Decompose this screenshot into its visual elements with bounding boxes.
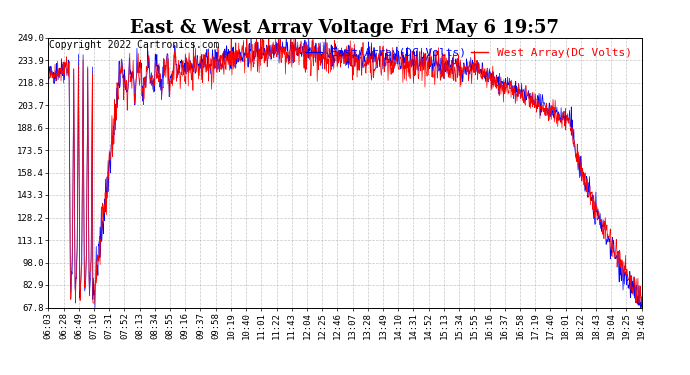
Line: East Array(DC Volts): East Array(DC Volts) bbox=[48, 34, 642, 308]
East Array(DC Volts) bbox=[629, 284, 638, 289]
Line: West Array(DC Volts): West Array(DC Volts) bbox=[48, 37, 642, 303]
East Array(DC Volts) bbox=[356, 53, 364, 58]
West Array(DC Volts) bbox=[250, 60, 258, 64]
East Array(DC Volts) bbox=[44, 69, 52, 73]
West Array(DC Volts) bbox=[71, 301, 79, 305]
Legend: East Array(DC Volts), West Array(DC Volts): East Array(DC Volts), West Array(DC Volt… bbox=[301, 43, 636, 62]
West Array(DC Volts) bbox=[319, 57, 327, 62]
East Array(DC Volts) bbox=[250, 54, 258, 59]
West Array(DC Volts) bbox=[638, 295, 646, 300]
East Array(DC Volts) bbox=[638, 305, 646, 310]
West Array(DC Volts) bbox=[526, 106, 535, 111]
West Array(DC Volts) bbox=[227, 34, 235, 39]
East Array(DC Volts) bbox=[188, 68, 197, 72]
Title: East & West Array Voltage Fri May 6 19:57: East & West Array Voltage Fri May 6 19:5… bbox=[130, 20, 560, 38]
East Array(DC Volts) bbox=[247, 32, 255, 37]
West Array(DC Volts) bbox=[44, 72, 52, 77]
East Array(DC Volts) bbox=[526, 102, 535, 106]
West Array(DC Volts) bbox=[356, 56, 364, 61]
West Array(DC Volts) bbox=[188, 66, 197, 70]
Text: Copyright 2022 Cartronics.com: Copyright 2022 Cartronics.com bbox=[50, 40, 220, 50]
West Array(DC Volts) bbox=[629, 288, 638, 292]
East Array(DC Volts) bbox=[319, 52, 327, 57]
East Array(DC Volts) bbox=[91, 305, 99, 310]
